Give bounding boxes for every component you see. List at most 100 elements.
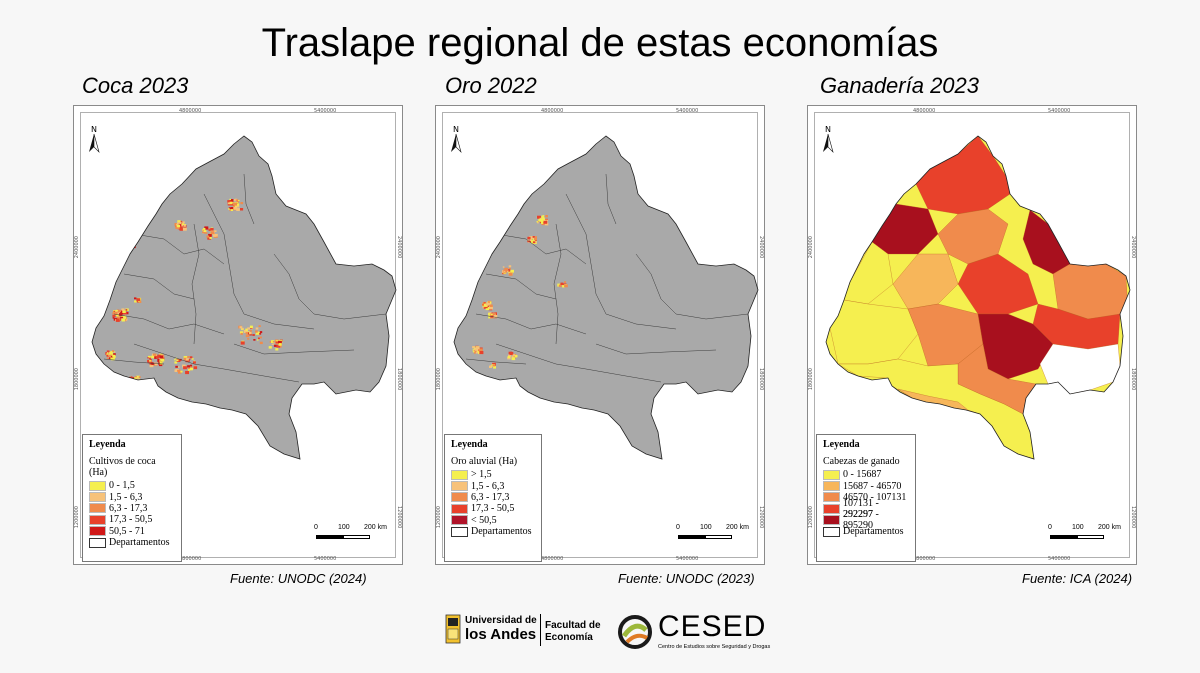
legend-item: Departamentos <box>451 526 535 537</box>
density-cell <box>182 221 185 224</box>
source-coca: Fuente: UNODC (2024) <box>230 571 367 586</box>
legend-item: 0 - 1,5 <box>89 480 175 491</box>
tick-top-1: 4800000 <box>541 108 564 114</box>
legend-label: 1,5 - 6,3 <box>471 480 505 492</box>
density-cell <box>559 285 562 288</box>
cesed-subtitle: Centro de Estudios sobre Seguridad y Dro… <box>658 644 771 650</box>
density-cell <box>271 340 275 343</box>
density-cell <box>109 357 111 359</box>
legend-swatch <box>823 526 840 537</box>
scale-segment-light <box>1077 535 1104 539</box>
density-cell <box>113 311 118 315</box>
density-cell <box>112 317 115 319</box>
density-cell <box>472 351 475 353</box>
density-cell <box>174 369 178 372</box>
country-outline <box>825 135 1131 460</box>
density-cell <box>106 352 109 355</box>
density-cell <box>229 209 232 212</box>
department-border <box>605 173 617 225</box>
legend-item: 1,5 - 6,3 <box>451 480 535 492</box>
density-cell <box>269 341 272 343</box>
density-cell <box>276 344 281 348</box>
map-frame <box>814 112 1130 558</box>
country-outline <box>453 135 759 460</box>
scale-bar: 0 100 200 km <box>314 524 399 546</box>
density-cell <box>247 327 250 330</box>
tick-top-2: 5400000 <box>314 108 337 114</box>
density-cell <box>205 232 208 234</box>
density-cell <box>510 269 514 273</box>
density-cell <box>210 231 215 235</box>
density-cell <box>138 381 143 385</box>
legend-item: 17,3 - 50,5 <box>89 514 175 525</box>
density-cell <box>510 272 512 274</box>
density-cell <box>259 331 263 334</box>
density-cell <box>489 304 493 307</box>
density-cell <box>122 310 126 313</box>
department-border <box>485 273 557 300</box>
legend-label: 1,5 - 6,3 <box>109 491 143 503</box>
legend-item: 1,5 - 6,3 <box>89 491 175 503</box>
density-cell <box>238 199 240 202</box>
density-cell <box>249 325 253 328</box>
density-cell <box>235 203 240 207</box>
legend-label: Departamentos <box>471 526 532 538</box>
legend-swatch <box>823 492 840 503</box>
department-border <box>243 173 255 225</box>
legend-label: 0 - 15687 <box>843 469 882 481</box>
density-cell <box>113 310 116 313</box>
density-cell <box>472 346 475 349</box>
density-cell <box>132 382 136 386</box>
scale-label-100: 100 <box>338 524 350 531</box>
density-cell <box>485 307 490 311</box>
faculty-line1: Facultad de <box>545 620 601 631</box>
tick-bottom-2: 5400000 <box>1048 556 1071 562</box>
density-cell <box>229 201 233 205</box>
density-cell <box>245 328 248 331</box>
density-cell <box>488 313 491 316</box>
legend-subtitle: Oro aluvial (Ha) <box>451 456 518 467</box>
density-cell <box>183 357 188 361</box>
legend-swatch <box>451 481 468 492</box>
density-cell <box>136 375 140 379</box>
tick-bottom-1: 4800000 <box>541 556 564 562</box>
density-cell <box>227 202 231 205</box>
legend-swatch <box>451 469 468 480</box>
tick-right-3: 1200000 <box>396 506 402 529</box>
density-cell <box>148 355 151 359</box>
legend-swatch <box>451 515 468 526</box>
density-cell <box>230 207 235 211</box>
density-cell <box>106 354 110 357</box>
density-cell <box>233 206 238 210</box>
density-cell <box>534 237 537 240</box>
legend-swatch <box>451 492 468 503</box>
density-cell <box>149 360 151 362</box>
tick-top-2: 5400000 <box>1048 108 1071 114</box>
tick-left-2: 1800000 <box>74 368 80 391</box>
scale-segment-dark <box>678 535 705 539</box>
municipality-region <box>915 136 1011 215</box>
density-cell <box>136 377 139 380</box>
density-cell <box>174 361 178 364</box>
density-cell <box>541 215 544 218</box>
legend-swatch <box>823 469 840 480</box>
density-cell <box>258 325 261 327</box>
department-border <box>223 368 300 383</box>
density-cell <box>177 220 181 223</box>
density-cell <box>147 357 149 359</box>
density-cell <box>179 225 183 229</box>
density-cell <box>543 220 548 224</box>
density-cell <box>147 359 151 363</box>
legend-swatch <box>89 492 106 503</box>
density-cell <box>230 209 234 211</box>
density-cell <box>492 313 496 316</box>
legend-subtitle: Cabezas de ganado <box>823 456 900 467</box>
density-cell <box>113 351 116 353</box>
tick-top-1: 4800000 <box>179 108 202 114</box>
page-title: Traslape regional de estas economías <box>261 21 939 65</box>
density-cell <box>159 360 163 363</box>
density-cell <box>479 351 484 355</box>
density-cell <box>108 355 111 357</box>
density-cell <box>160 358 165 362</box>
legend-label: > 1,5 <box>471 469 492 481</box>
